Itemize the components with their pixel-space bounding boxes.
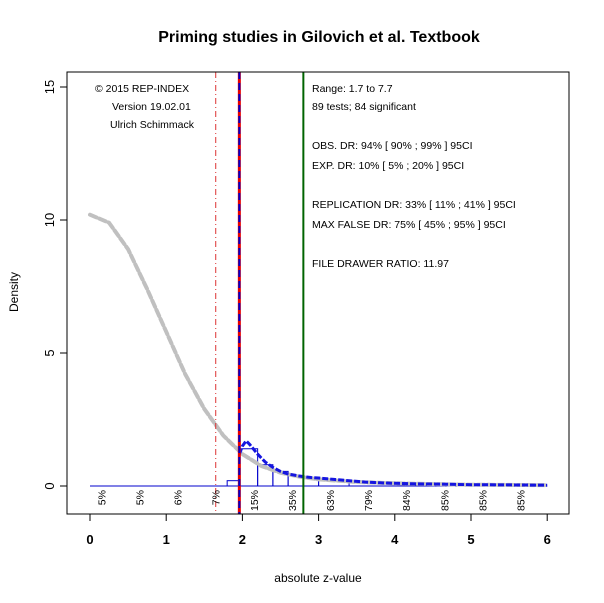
credit-block: © 2015 REP-INDEX Version 19.02.01 Ulrich… — [95, 83, 195, 131]
percent-label: 15% — [249, 490, 261, 511]
stats-max-false-dr: MAX FALSE DR: 75% [ 45% ; 95% ] 95CI — [312, 219, 506, 231]
plot-area: 5% 5% 6% 7% 15% 35% 63% 79% 84% 85% 85% 85% — [88, 72, 550, 514]
y-tick-label: 0 — [42, 482, 57, 489]
percent-label: 84% — [401, 490, 413, 511]
gray-density-curve — [88, 212, 550, 488]
chart-title: Priming studies in Gilovich et al. Textb… — [158, 29, 480, 46]
blue-density-curve — [237, 438, 548, 487]
percent-label: 63% — [325, 490, 337, 511]
percent-label: 85% — [439, 490, 451, 511]
y-axis-label: Density — [7, 272, 21, 312]
stats-block: Range: 1.7 to 7.7 89 tests; 84 significa… — [312, 83, 516, 270]
credit-line-3: Ulrich Schimmack — [110, 119, 195, 131]
stats-replication-dr: REPLICATION DR: 33% [ 11% ; 41% ] 95CI — [312, 199, 516, 211]
y-tick-label: 5 — [42, 349, 57, 356]
x-axis-label: absolute z-value — [274, 571, 362, 585]
stats-file-drawer-ratio: FILE DRAWER RATIO: 11.97 — [312, 258, 449, 270]
stats-range: Range: 1.7 to 7.7 — [312, 83, 393, 95]
percent-label: 79% — [363, 490, 375, 511]
x-tick-label: 2 — [239, 532, 246, 547]
credit-line-1: © 2015 REP-INDEX — [95, 83, 189, 95]
x-tick-label: 6 — [544, 532, 551, 547]
y-tick-label: 15 — [42, 80, 57, 94]
percent-label: 6% — [173, 490, 185, 505]
x-tick-label: 0 — [86, 532, 93, 547]
credit-line-2: Version 19.02.01 — [112, 101, 191, 113]
stats-exp-dr: EXP. DR: 10% [ 5% ; 20% ] 95CI — [312, 160, 464, 172]
y-tick-label: 10 — [42, 213, 57, 227]
percent-label: 85% — [516, 490, 528, 511]
stats-tests: 89 tests; 84 significant — [312, 101, 416, 113]
percent-label: 85% — [477, 490, 489, 511]
stats-obs-dr: OBS. DR: 94% [ 90% ; 99% ] 95CI — [312, 140, 473, 152]
x-tick-label: 4 — [391, 532, 399, 547]
percent-label: 5% — [135, 490, 147, 505]
percent-label: 7% — [211, 490, 223, 505]
x-tick-label: 5 — [467, 532, 474, 547]
percent-label: 35% — [287, 490, 299, 511]
x-tick-label: 3 — [315, 532, 322, 547]
percent-label: 5% — [96, 490, 108, 505]
x-tick-label: 1 — [163, 532, 170, 547]
